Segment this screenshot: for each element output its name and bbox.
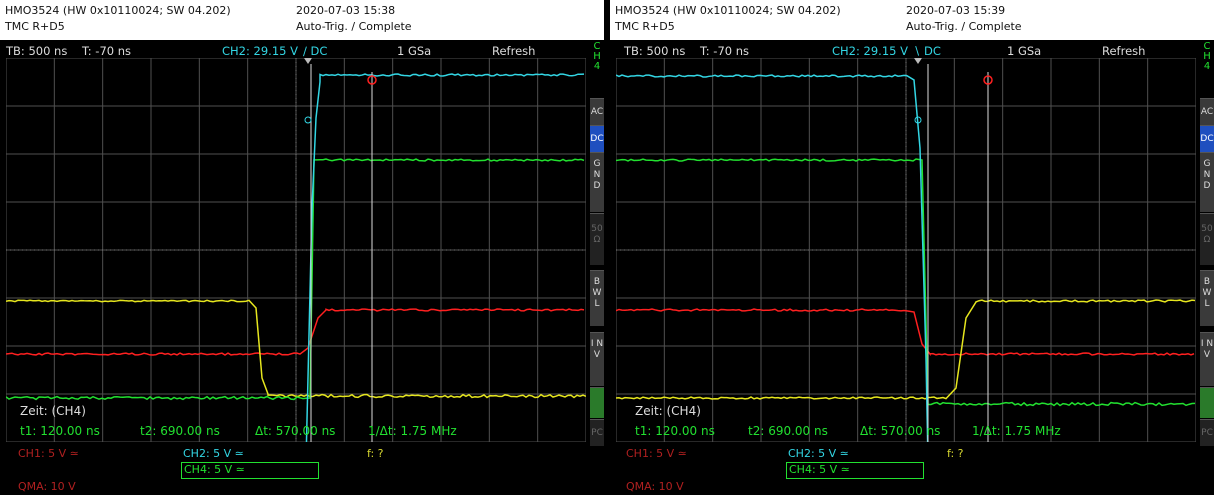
probe-info: TMC R+D5 [615, 20, 675, 33]
trigger-slope[interactable]: ∖ DC [913, 44, 941, 58]
trigger-time[interactable]: T: -70 ns [700, 44, 749, 58]
trigger-level-marker [305, 117, 311, 123]
termination-50-button[interactable]: 50 Ω [1200, 213, 1214, 265]
cursor-t2: t2: 690.00 ns [140, 424, 220, 438]
device-info: HMO3524 (HW 0x10110024; SW 04.202) [615, 4, 841, 17]
cursor-delta-t: Δt: 570.00 ns [255, 424, 335, 438]
trigger-level[interactable]: CH2: 29.15 V [222, 44, 298, 58]
cursor-t1: t1: 120.00 ns [635, 424, 715, 438]
ch4-scale-box[interactable]: CH4: 5 V ≃ [786, 462, 924, 479]
zeit-label: Zeit: (CH4) [635, 404, 701, 418]
frequency-readout: f: ? [367, 447, 384, 461]
waveform-display[interactable] [6, 58, 586, 442]
cursor-inv-delta-t: 1/Δt: 1.75 MHz [972, 424, 1061, 438]
ch2-scale[interactable]: CH2: 5 V ≃ [788, 447, 849, 461]
probe-info: TMC R+D5 [5, 20, 65, 33]
trigger-marker [304, 58, 312, 64]
graticule [6, 58, 586, 442]
math-trace [616, 309, 1194, 355]
bandwidth-limit-button[interactable]: B W L [1200, 270, 1214, 326]
side-menu-ch4: C H 4 [590, 42, 604, 87]
termination-50-button[interactable]: 50 Ω [590, 213, 604, 265]
bandwidth-limit-button[interactable]: B W L [590, 270, 604, 326]
gnd-button[interactable]: G N D [1200, 152, 1214, 212]
ch2-trace [6, 74, 584, 442]
invert-button[interactable]: I N V [590, 332, 604, 386]
zeit-label: Zeit: (CH4) [20, 404, 86, 418]
datetime: 2020-07-03 15:39 [906, 4, 1005, 17]
coupling-dc-button[interactable]: DC [590, 125, 604, 152]
trigger-slope[interactable]: ∕ DC [303, 44, 327, 58]
math-scale[interactable]: QMA: 10 V [626, 480, 684, 494]
graticule [616, 58, 1196, 442]
side-menu: C H 4 AC DC G N D 50 Ω B W L I N V PC [590, 42, 604, 495]
math-trace [6, 309, 584, 355]
math-scale[interactable]: QMA: 10 V [18, 480, 76, 494]
timebase[interactable]: TB: 500 ns [6, 44, 67, 58]
scope-screen-1: HMO3524 (HW 0x10110024; SW 04.202) TMC R… [0, 0, 604, 495]
waveform-display[interactable] [616, 58, 1196, 442]
coupling-dc-button[interactable]: DC [1200, 125, 1214, 152]
header-bar: HMO3524 (HW 0x10110024; SW 04.202) TMC R… [610, 0, 1214, 40]
probe-comp-button[interactable]: PC [590, 419, 604, 446]
coupling-ac-button[interactable]: AC [1200, 98, 1214, 125]
ch1-scale[interactable]: CH1: 5 V ≃ [18, 447, 79, 461]
ch4-select-button[interactable] [1200, 387, 1214, 418]
ch4-scale-box[interactable]: CH4: 5 V ≃ [181, 462, 319, 479]
probe-comp-button[interactable]: PC [1200, 419, 1214, 446]
acq-mode[interactable]: Refresh [1102, 44, 1145, 58]
side-menu: C H 4 AC DC G N D 50 Ω B W L I N V PC [1200, 42, 1214, 495]
ch1-scale[interactable]: CH1: 5 V ≃ [626, 447, 687, 461]
trigger-level[interactable]: CH2: 29.15 V [832, 44, 908, 58]
ch4-trace [6, 159, 584, 399]
ch2-scale[interactable]: CH2: 5 V ≃ [183, 447, 244, 461]
device-info: HMO3524 (HW 0x10110024; SW 04.202) [5, 4, 231, 17]
cursor-inv-delta-t: 1/Δt: 1.75 MHz [368, 424, 457, 438]
header-bar: HMO3524 (HW 0x10110024; SW 04.202) TMC R… [0, 0, 604, 40]
scope-screen-2: HMO3524 (HW 0x10110024; SW 04.202) TMC R… [610, 0, 1214, 495]
ch4-scale: CH4: 5 V ≃ [184, 463, 245, 477]
datetime: 2020-07-03 15:38 [296, 4, 395, 17]
sample-rate: 1 GSa [397, 44, 431, 58]
acq-status: Auto-Trig. / Complete [296, 20, 412, 33]
timebase[interactable]: TB: 500 ns [624, 44, 685, 58]
acq-status: Auto-Trig. / Complete [906, 20, 1022, 33]
side-menu-ch4: C H 4 [1200, 42, 1214, 87]
trigger-marker [914, 58, 922, 64]
frequency-readout: f: ? [947, 447, 964, 461]
sample-rate: 1 GSa [1007, 44, 1041, 58]
cursor-t2: t2: 690.00 ns [748, 424, 828, 438]
acq-mode[interactable]: Refresh [492, 44, 535, 58]
gnd-button[interactable]: G N D [590, 152, 604, 212]
coupling-ac-button[interactable]: AC [590, 98, 604, 125]
ch4-scale: CH4: 5 V ≃ [789, 463, 850, 477]
cursor-t1: t1: 120.00 ns [20, 424, 100, 438]
ch4-select-button[interactable] [590, 387, 604, 418]
cursor-delta-t: Δt: 570.00 ns [860, 424, 940, 438]
trigger-time[interactable]: T: -70 ns [82, 44, 131, 58]
invert-button[interactable]: I N V [1200, 332, 1214, 386]
